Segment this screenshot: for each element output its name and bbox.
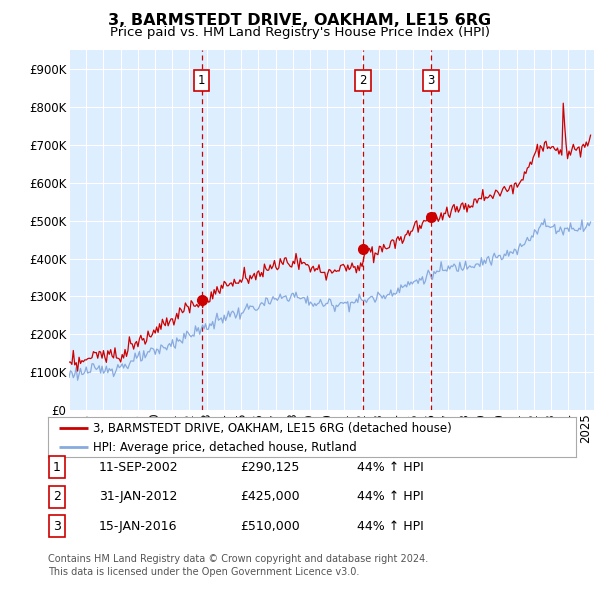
Text: £510,000: £510,000 xyxy=(240,520,300,533)
Text: 3, BARMSTEDT DRIVE, OAKHAM, LE15 6RG: 3, BARMSTEDT DRIVE, OAKHAM, LE15 6RG xyxy=(109,13,491,28)
Text: 2: 2 xyxy=(359,74,367,87)
Text: 11-SEP-2002: 11-SEP-2002 xyxy=(99,461,179,474)
Text: 44% ↑ HPI: 44% ↑ HPI xyxy=(357,490,424,503)
Text: 2: 2 xyxy=(53,490,61,503)
Text: Price paid vs. HM Land Registry's House Price Index (HPI): Price paid vs. HM Land Registry's House … xyxy=(110,26,490,39)
Text: £425,000: £425,000 xyxy=(240,490,299,503)
Text: 44% ↑ HPI: 44% ↑ HPI xyxy=(357,461,424,474)
Text: 1: 1 xyxy=(198,74,205,87)
Text: £290,125: £290,125 xyxy=(240,461,299,474)
Text: 31-JAN-2012: 31-JAN-2012 xyxy=(99,490,178,503)
Text: 1: 1 xyxy=(53,461,61,474)
Text: 3: 3 xyxy=(53,520,61,533)
Text: 3, BARMSTEDT DRIVE, OAKHAM, LE15 6RG (detached house): 3, BARMSTEDT DRIVE, OAKHAM, LE15 6RG (de… xyxy=(93,422,452,435)
Text: 44% ↑ HPI: 44% ↑ HPI xyxy=(357,520,424,533)
Text: 3: 3 xyxy=(427,74,435,87)
Text: Contains HM Land Registry data © Crown copyright and database right 2024.
This d: Contains HM Land Registry data © Crown c… xyxy=(48,554,428,577)
Text: HPI: Average price, detached house, Rutland: HPI: Average price, detached house, Rutl… xyxy=(93,441,356,454)
Text: 15-JAN-2016: 15-JAN-2016 xyxy=(99,520,178,533)
